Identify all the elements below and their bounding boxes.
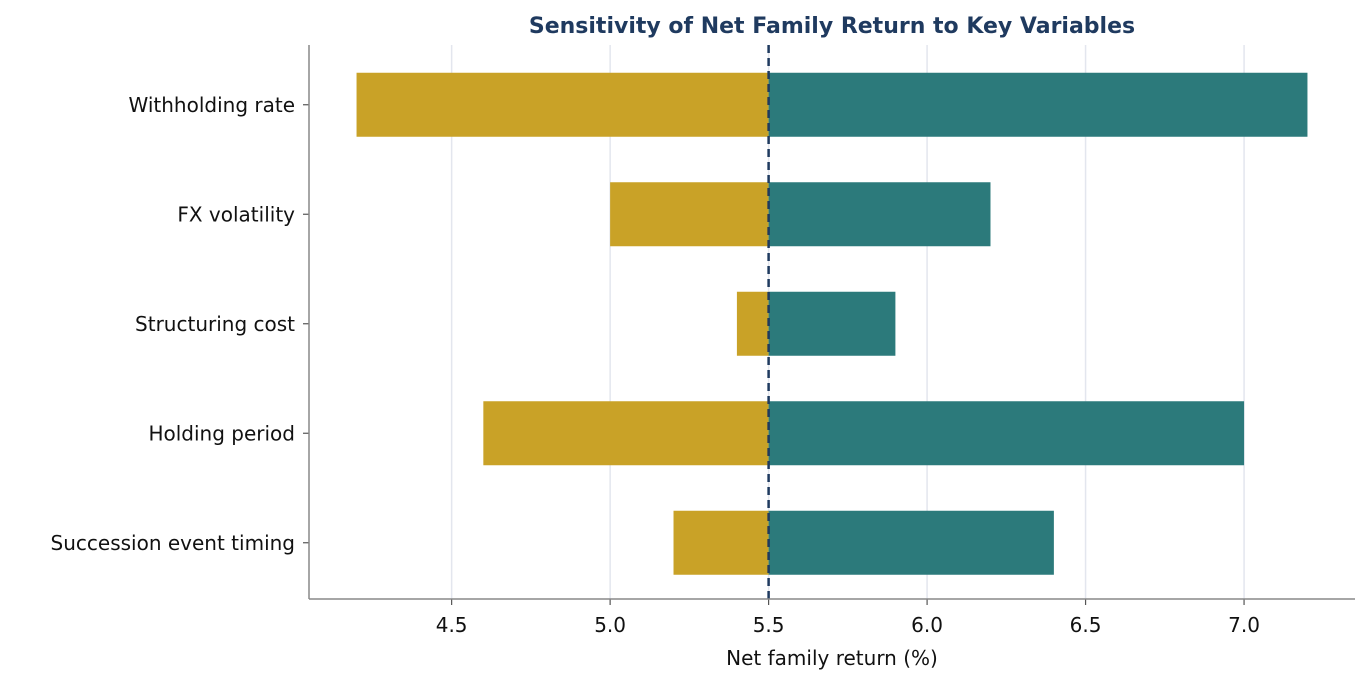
bar-low-1 (610, 182, 769, 247)
axes (303, 45, 1355, 605)
y-tick-label: Structuring cost (135, 312, 295, 336)
x-tick-label: 6.0 (911, 613, 943, 637)
x-tick-label: 5.0 (594, 613, 626, 637)
y-tick-label: Holding period (148, 421, 295, 445)
bar-high-2 (768, 291, 896, 356)
y-tick-label: FX volatility (177, 202, 295, 226)
x-tick-label: 6.5 (1070, 613, 1102, 637)
y-tick-label: Succession event timing (51, 531, 295, 555)
bar-low-4 (673, 510, 769, 575)
bar-low-2 (736, 291, 769, 356)
bars (356, 45, 1308, 599)
bar-low-3 (483, 401, 769, 466)
bar-low-0 (356, 72, 769, 137)
y-tick-label: Withholding rate (129, 93, 295, 117)
tick-labels: 4.5 5.0 5.5 6.0 6.5 7.0 Withholding rate FX vol… (51, 93, 1260, 637)
x-tick-label: 5.5 (753, 613, 785, 637)
bar-high-0 (768, 72, 1308, 137)
x-tick-label: 4.5 (436, 613, 468, 637)
chart-title: Sensitivity of Net Family Return to Key … (529, 14, 1135, 39)
bar-high-4 (768, 510, 1054, 575)
x-tick-label: 7.0 (1228, 613, 1260, 637)
x-axis-label: Net family return (%) (726, 646, 938, 670)
bar-high-3 (768, 401, 1245, 466)
bar-high-1 (768, 182, 991, 247)
